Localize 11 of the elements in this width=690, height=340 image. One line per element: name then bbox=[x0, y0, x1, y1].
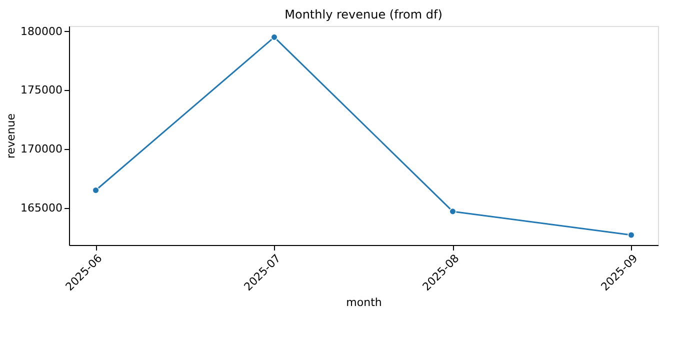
point bbox=[92, 186, 100, 194]
x-axis-title: month bbox=[346, 296, 382, 309]
point bbox=[449, 208, 456, 215]
point bbox=[628, 231, 635, 239]
y-tick-label: 165000 bbox=[20, 201, 62, 214]
chart-title: Monthly revenue (from df) bbox=[284, 7, 442, 22]
y-tick-label: 170000 bbox=[20, 142, 62, 156]
y-tick-label: 175000 bbox=[20, 84, 62, 97]
y-tick-label: 180000 bbox=[20, 24, 62, 38]
y-axis-title: revenue bbox=[4, 113, 18, 159]
point bbox=[270, 34, 278, 41]
